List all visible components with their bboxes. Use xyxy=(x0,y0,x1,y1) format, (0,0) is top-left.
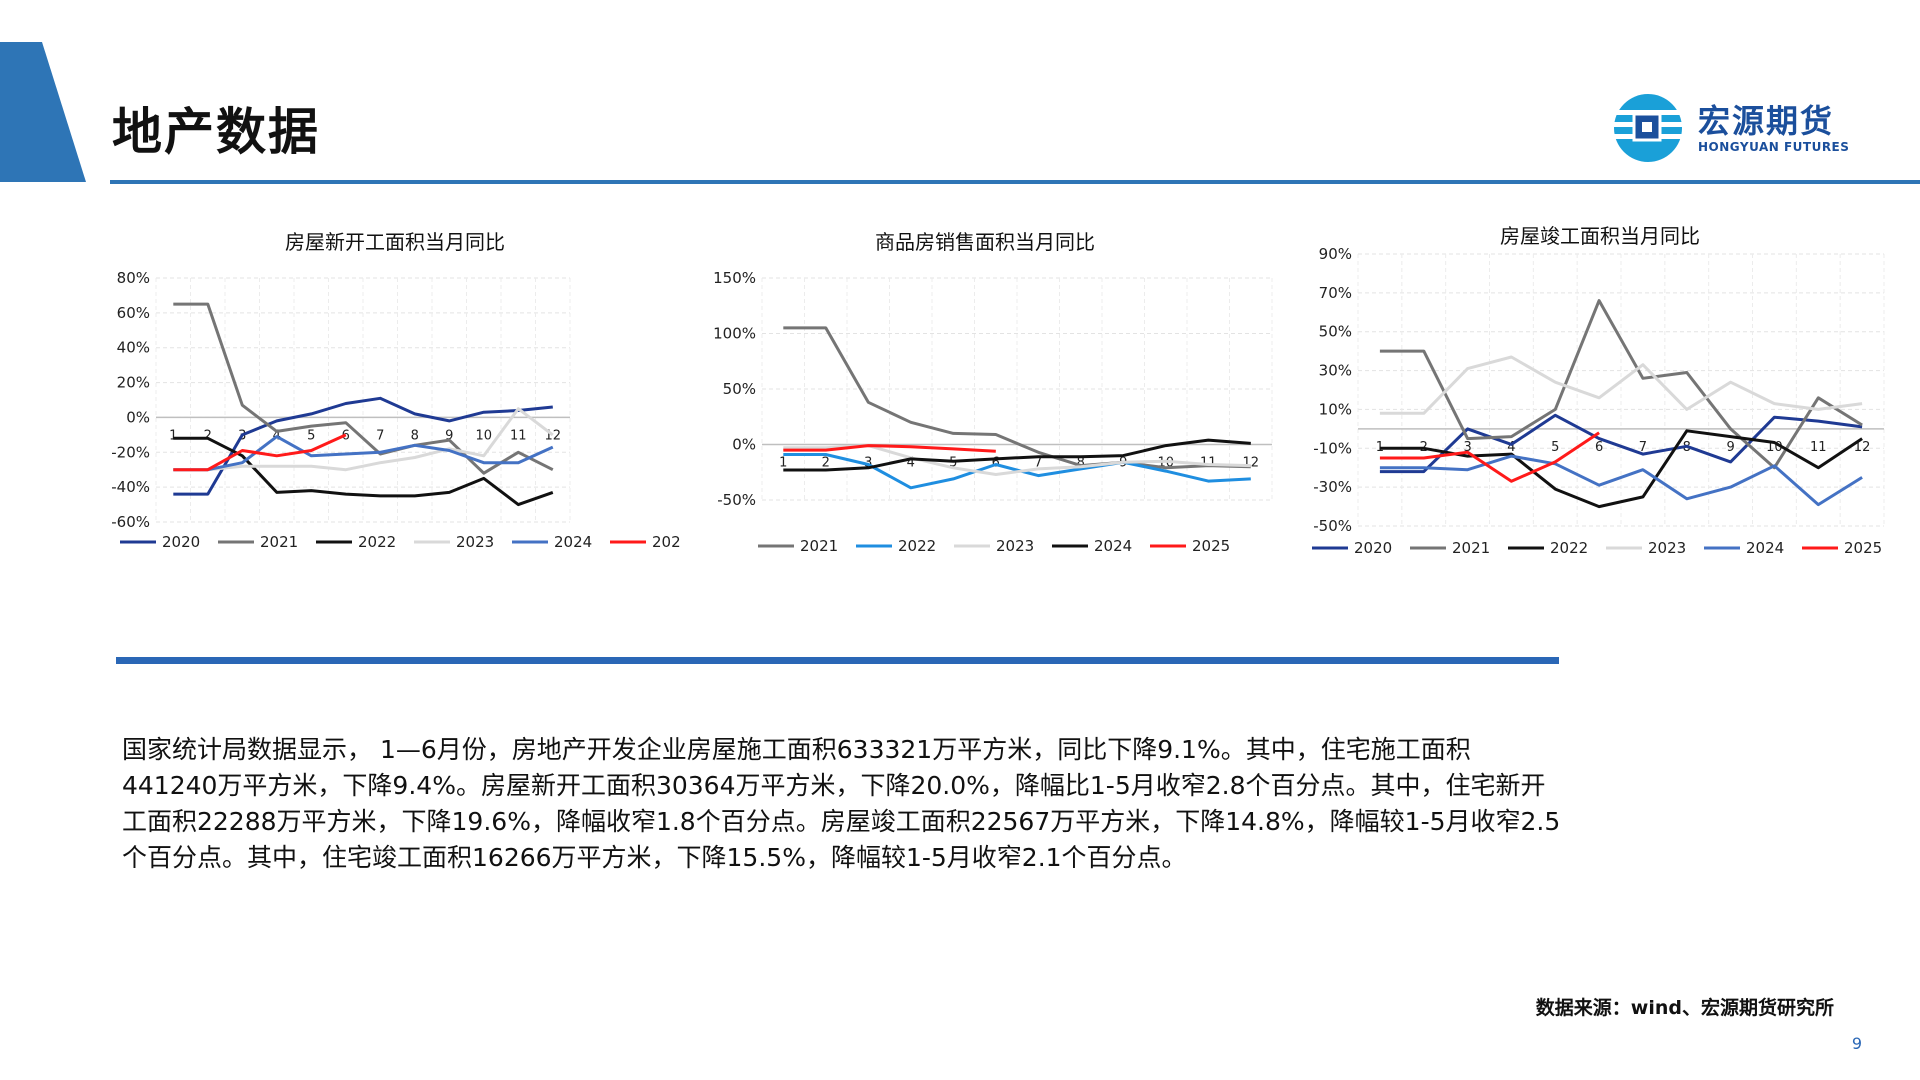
legend-label: 2021 xyxy=(800,537,838,555)
chart-sales-area: 商品房销售面积当月同比 150% 100% 50% 0% -50% 1 2 3 4 5 6 7 8 9 10… xyxy=(690,220,1280,560)
page-number: 9 xyxy=(1851,1034,1862,1053)
chart-completion: 房屋竣工面积当月同比 90% 70% 50% 30% 10% -10% -30% -50% 1 2… xyxy=(1300,218,1900,568)
legend-label: 2024 xyxy=(1746,539,1784,557)
y-tick-label: 30% xyxy=(1319,362,1352,380)
y-tick-label: -30% xyxy=(1313,478,1352,496)
legend-label: 2023 xyxy=(1648,539,1686,557)
legend-label: 2020 xyxy=(1354,539,1392,557)
series-line-2023 xyxy=(1379,355,1863,415)
x-tick-label: 12 xyxy=(1854,440,1871,455)
series-line-2024 xyxy=(173,435,554,472)
y-tick-label: 40% xyxy=(117,339,150,357)
x-tick-label: 2 xyxy=(204,428,212,443)
legend-label: 2022 xyxy=(898,537,936,555)
header-accent-shape xyxy=(0,42,86,182)
section-divider xyxy=(116,657,1559,664)
x-tick-label: 10 xyxy=(475,428,492,443)
legend-label: 2022 xyxy=(358,533,396,551)
x-tick-label: 3 xyxy=(1463,440,1471,455)
x-tick-label: 6 xyxy=(992,456,1000,471)
legend-label: 2025 xyxy=(652,533,680,551)
y-tick-label: -20% xyxy=(111,443,150,461)
y-tick-label: 50% xyxy=(1319,323,1352,341)
x-tick-label: 2 xyxy=(822,456,830,471)
y-tick-label: 60% xyxy=(117,304,150,322)
y-tick-label: 80% xyxy=(117,269,150,287)
series-line-2024 xyxy=(1379,454,1863,507)
x-tick-label: 6 xyxy=(1595,440,1603,455)
series-line-2025 xyxy=(1379,431,1600,483)
y-tick-label: 20% xyxy=(117,374,150,392)
series-line-2021 xyxy=(173,302,554,475)
legend-label: 2021 xyxy=(1452,539,1490,557)
series-line-2022 xyxy=(783,453,1251,490)
x-tick-label: 7 xyxy=(1639,440,1647,455)
logo-text-en: HONGYUAN FUTURES xyxy=(1698,140,1850,154)
header-divider xyxy=(110,180,1920,184)
x-tick-label: 1 xyxy=(779,456,787,471)
x-tick-label: 9 xyxy=(1726,440,1734,455)
company-logo: 宏源期货 HONGYUAN FUTURES xyxy=(1612,92,1872,164)
series-line-2025 xyxy=(173,433,347,472)
y-tick-label: -60% xyxy=(111,513,150,531)
legend-label: 2020 xyxy=(162,533,200,551)
y-tick-label: 0% xyxy=(732,436,756,454)
series-line-2025 xyxy=(783,444,996,453)
y-tick-label: 70% xyxy=(1319,284,1352,302)
y-tick-label: -40% xyxy=(111,478,150,496)
x-tick-label: 7 xyxy=(376,428,384,443)
y-tick-label: 50% xyxy=(723,380,756,398)
series-line-2020 xyxy=(173,396,553,496)
legend-label: 2024 xyxy=(1094,537,1132,555)
x-tick-label: 8 xyxy=(411,428,419,443)
x-tick-label: 1 xyxy=(169,428,177,443)
series-line-2021 xyxy=(783,326,1251,470)
x-tick-label: 11 xyxy=(510,428,527,443)
series-line-2022 xyxy=(1379,429,1863,509)
legend-label: 2025 xyxy=(1844,539,1882,557)
x-tick-label: 12 xyxy=(1242,456,1259,471)
x-tick-label: 7 xyxy=(1034,456,1042,471)
x-tick-label: 8 xyxy=(1077,456,1085,471)
page-title: 地产数据 xyxy=(112,103,320,161)
chart-new-construction: 房屋新开工面积当月同比 80% 60% 40% 20% 0% -20% -40% -60% 1 2… xyxy=(110,220,680,560)
data-source: 数据来源：wind、宏源期货研究所 xyxy=(1535,997,1834,1019)
y-tick-label: 100% xyxy=(713,325,756,343)
legend-label: 2025 xyxy=(1192,537,1230,555)
x-tick-label: 5 xyxy=(1551,440,1559,455)
series-line-2020 xyxy=(1379,413,1863,474)
y-tick-label: 0% xyxy=(126,408,150,426)
y-tick-label: -50% xyxy=(1313,517,1352,535)
legend-label: 2021 xyxy=(260,533,298,551)
y-tick-label: 150% xyxy=(713,269,756,287)
legend-label: 2024 xyxy=(554,533,592,551)
x-tick-label: 5 xyxy=(307,428,315,443)
series-line-2021 xyxy=(1379,299,1863,470)
x-tick-label: 4 xyxy=(907,456,915,471)
chart-title: 房屋新开工面积当月同比 xyxy=(285,230,505,254)
x-tick-label: 11 xyxy=(1810,440,1827,455)
x-tick-label: 4 xyxy=(1507,440,1515,455)
chart-title: 房屋竣工面积当月同比 xyxy=(1500,224,1700,248)
y-tick-label: -50% xyxy=(717,491,756,509)
y-tick-label: 10% xyxy=(1319,400,1352,418)
legend-label: 2022 xyxy=(1550,539,1588,557)
chart-plot: 80%60%40%20%0%-20%-40%-60%1 2 3 4 5 6 7 8 9 10 11 1… xyxy=(111,269,680,551)
x-tick-label: 5 xyxy=(949,456,957,471)
logo-icon xyxy=(1614,94,1684,162)
series-line-2023 xyxy=(173,407,554,472)
legend-label: 2023 xyxy=(996,537,1034,555)
y-tick-label: -10% xyxy=(1313,439,1352,457)
chart-title: 商品房销售面积当月同比 xyxy=(875,230,1095,254)
y-tick-label: 90% xyxy=(1319,245,1352,263)
x-tick-label: 9 xyxy=(445,428,453,443)
chart-plot: 90%70%50%30%10%-10%-30%-50%1 2 3 4 5 6 7 8 9 10 11… xyxy=(1312,245,1885,557)
summary-paragraph: 国家统计局数据显示， 1—6月份，房地产开发企业房屋施工面积633321万平方米… xyxy=(122,735,1561,872)
legend-label: 2023 xyxy=(456,533,494,551)
series-line-2024 xyxy=(783,438,1251,472)
logo-text-cn: 宏源期货 xyxy=(1698,102,1835,140)
